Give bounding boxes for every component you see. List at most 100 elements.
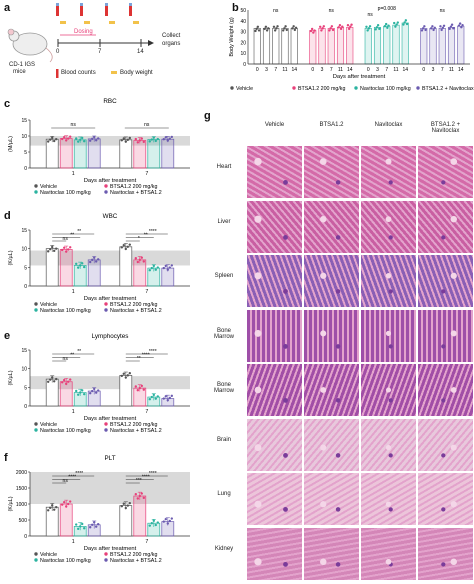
b-point — [375, 26, 379, 29]
b-point — [282, 29, 285, 32]
b-point — [322, 25, 325, 28]
b-point — [276, 25, 279, 28]
b-point — [404, 19, 408, 22]
legend-swatch — [104, 422, 108, 426]
legend-label: Vehicle — [40, 302, 57, 308]
b-point — [452, 27, 455, 30]
b-bar — [336, 26, 345, 65]
point — [61, 381, 64, 384]
sig-label: *** — [136, 478, 142, 484]
b-point — [366, 29, 369, 32]
bar — [59, 138, 73, 169]
b-annotation: ns — [440, 8, 446, 14]
legend-swatch — [104, 308, 108, 312]
point — [77, 266, 80, 269]
point — [79, 525, 82, 528]
legend-swatch — [34, 184, 38, 188]
xtick-label: 7 — [145, 409, 148, 415]
histology-image — [247, 527, 302, 580]
b-bar — [429, 28, 437, 65]
point — [162, 138, 165, 141]
legend-label: Navitoclax 100 mg/kg — [40, 428, 91, 434]
panel-label-f: f — [4, 452, 8, 464]
xtick-label: 1 — [72, 171, 75, 177]
timeline-arrow — [148, 40, 154, 46]
point — [164, 517, 167, 521]
point — [138, 258, 141, 262]
b-ytick-label: 40 — [240, 19, 246, 25]
b-point — [458, 22, 462, 25]
b-point — [275, 27, 278, 30]
b-point — [378, 27, 381, 31]
point — [83, 527, 86, 530]
chart-f: PLT 0 500 1000 1500 2000 (K/µL) 1 7 Days after tr… — [8, 455, 190, 564]
legend-swatch — [104, 558, 108, 562]
point — [120, 139, 124, 142]
b-point — [331, 28, 335, 32]
bar — [161, 138, 175, 169]
b-point — [448, 27, 451, 31]
b-annotation: ns — [329, 8, 335, 14]
b-point — [349, 25, 352, 28]
point — [75, 523, 78, 526]
chart-title: WBC — [103, 213, 118, 220]
b-bar — [364, 28, 372, 65]
point — [154, 523, 157, 527]
sig-label: ns — [71, 122, 77, 128]
blood-tube-legend-icon — [56, 69, 59, 78]
b-xtick-label: 7 — [330, 67, 333, 73]
point — [62, 378, 66, 382]
point — [126, 504, 129, 507]
sig-label: ** — [137, 356, 141, 362]
histology-image — [304, 200, 359, 253]
sig-label: ** — [70, 233, 74, 239]
legend-swatch — [34, 302, 38, 306]
ytick-label: 10 — [21, 134, 27, 140]
point — [67, 137, 70, 140]
point — [148, 140, 151, 143]
point — [122, 137, 126, 140]
b-bar — [420, 28, 428, 65]
point — [97, 258, 100, 261]
sig-label: ** — [77, 229, 81, 235]
xtick-label: 1 — [72, 409, 75, 415]
point — [91, 523, 94, 526]
b-point — [310, 27, 314, 31]
point — [97, 522, 100, 526]
legend-label: Navitoclax + BTSA1.2 — [110, 190, 162, 196]
histology-image — [247, 146, 302, 198]
b-xtick-label: 14 — [402, 67, 408, 73]
b-y-label: Body Weight (g) — [229, 17, 235, 57]
histology-image — [361, 309, 416, 362]
panel-label-e: e — [4, 330, 11, 342]
point — [166, 268, 169, 271]
chart-title: PLT — [104, 455, 115, 462]
legend-label: Navitoclax + BTSA1.2 — [110, 308, 162, 314]
mouse-label-1: CD-1 IGS — [9, 62, 36, 68]
b-point — [421, 27, 425, 30]
ytick-label: 2000 — [16, 470, 27, 476]
bar — [119, 375, 133, 407]
point — [47, 380, 50, 384]
legend-label: BTSA1.2 200 mg/kg — [110, 422, 157, 428]
day-14-label: 14 — [137, 49, 144, 55]
histology-image — [247, 364, 302, 416]
b-xtick-label: 3 — [321, 67, 324, 73]
point — [126, 138, 129, 142]
point — [79, 391, 82, 394]
b-point — [339, 27, 343, 31]
b-bar — [346, 26, 354, 65]
b-point — [254, 29, 257, 33]
xtick-label: 1 — [72, 289, 75, 295]
point — [128, 136, 131, 140]
point — [148, 397, 151, 401]
b-point — [255, 27, 258, 31]
point — [168, 519, 171, 523]
sig-label: ns — [63, 356, 69, 362]
b-point — [424, 28, 427, 32]
point — [140, 137, 143, 140]
b-bar — [327, 28, 335, 65]
point — [136, 497, 139, 500]
b-point — [368, 25, 372, 28]
